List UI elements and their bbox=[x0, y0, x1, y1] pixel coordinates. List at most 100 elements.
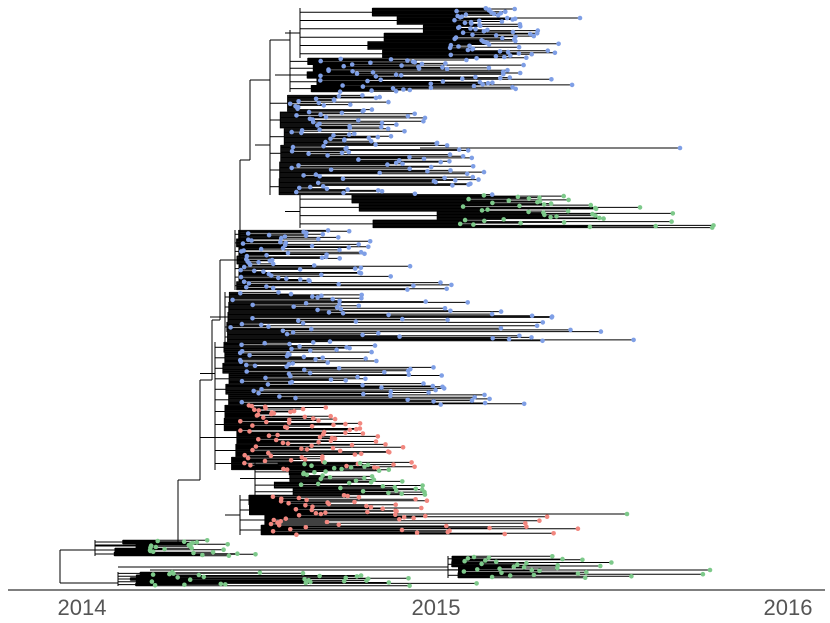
tip-marker bbox=[545, 48, 551, 53]
tip-marker bbox=[284, 276, 289, 282]
tip-marker bbox=[360, 489, 366, 494]
tip-marker bbox=[388, 57, 394, 62]
tip-marker bbox=[340, 311, 346, 316]
tip-marker bbox=[268, 453, 274, 459]
tip-marker bbox=[489, 574, 495, 580]
tip-marker bbox=[303, 580, 309, 586]
tip-marker bbox=[422, 492, 428, 497]
tip-marker bbox=[393, 512, 398, 517]
tip-marker bbox=[307, 184, 313, 190]
tip-marker bbox=[337, 448, 343, 454]
tip-marker bbox=[517, 203, 522, 209]
tip-marker bbox=[319, 255, 325, 260]
tip-marker bbox=[407, 166, 413, 172]
tip-marker bbox=[357, 426, 363, 431]
tip-marker bbox=[537, 568, 542, 574]
tip-marker bbox=[449, 282, 454, 288]
tip-marker bbox=[364, 578, 369, 583]
tip-marker bbox=[150, 549, 156, 554]
tip-marker bbox=[483, 558, 488, 563]
tip-marker bbox=[431, 365, 436, 370]
tip-marker bbox=[456, 147, 462, 152]
tip-marker bbox=[440, 65, 445, 70]
tip-marker bbox=[411, 515, 416, 521]
tip-marker bbox=[431, 399, 436, 404]
tip-marker bbox=[294, 532, 299, 537]
tip-marker bbox=[548, 201, 554, 206]
tip-marker bbox=[419, 61, 425, 67]
tip-marker bbox=[297, 267, 303, 272]
tip-marker bbox=[471, 554, 477, 560]
tip-marker bbox=[386, 99, 391, 105]
tip-marker bbox=[597, 215, 602, 221]
tip-marker bbox=[472, 395, 478, 400]
tip-marker bbox=[360, 431, 366, 436]
tip-marker bbox=[376, 468, 382, 474]
tip-marker bbox=[357, 460, 363, 466]
tip-marker bbox=[221, 547, 226, 552]
tip-marker bbox=[637, 205, 643, 210]
tip-marker bbox=[358, 270, 364, 276]
tip-marker bbox=[425, 169, 430, 174]
tip-marker bbox=[438, 280, 443, 285]
tip-marker bbox=[361, 475, 367, 481]
tip-marker bbox=[317, 434, 323, 440]
tip-marker bbox=[315, 123, 320, 128]
tip-marker bbox=[324, 519, 330, 525]
tip-marker bbox=[365, 78, 370, 84]
tip-marker bbox=[336, 281, 342, 287]
tip-marker bbox=[264, 284, 269, 289]
tip-marker bbox=[289, 165, 295, 171]
tip-marker bbox=[352, 452, 358, 457]
tip-marker bbox=[400, 445, 406, 450]
tip-marker bbox=[210, 550, 216, 555]
tip-marker bbox=[324, 186, 330, 192]
tip-marker bbox=[323, 254, 329, 260]
tip-marker bbox=[309, 507, 315, 513]
tip-marker bbox=[424, 498, 430, 504]
tip-marker bbox=[501, 217, 507, 222]
tip-marker bbox=[448, 308, 453, 314]
tip-marker bbox=[537, 195, 542, 200]
tip-marker bbox=[412, 464, 417, 470]
tip-marker bbox=[544, 514, 550, 519]
tip-marker bbox=[253, 552, 258, 557]
tip-marker bbox=[250, 302, 255, 308]
tip-marker bbox=[653, 223, 658, 229]
tip-marker bbox=[337, 301, 342, 307]
tip-marker bbox=[580, 557, 585, 563]
time-axis: 2014 2015 2016 bbox=[58, 595, 813, 620]
tip-marker bbox=[299, 130, 304, 136]
tip-marker bbox=[518, 24, 523, 29]
tip-marker bbox=[340, 176, 346, 181]
tip-marker bbox=[294, 113, 299, 118]
tip-marker bbox=[317, 573, 322, 579]
tip-marker bbox=[399, 491, 405, 497]
tip-marker bbox=[482, 400, 488, 406]
tip-marker bbox=[278, 235, 284, 241]
tip-marker bbox=[276, 290, 281, 295]
tip-marker bbox=[251, 268, 257, 274]
tip-marker bbox=[383, 442, 388, 447]
tip-marker bbox=[320, 184, 326, 189]
tip-marker bbox=[378, 77, 384, 83]
tip-marker bbox=[374, 358, 379, 364]
tip-marker bbox=[302, 414, 308, 420]
tip-marker bbox=[515, 562, 520, 567]
tip-marker bbox=[327, 475, 333, 480]
tip-marker bbox=[502, 54, 507, 60]
tip-marker bbox=[512, 6, 517, 12]
tip-marker bbox=[393, 160, 399, 166]
tip-marker bbox=[238, 274, 244, 280]
tip-marker bbox=[266, 232, 272, 238]
tip-marker bbox=[433, 387, 438, 393]
tip-marker bbox=[409, 460, 414, 465]
tip-marker bbox=[399, 527, 405, 533]
tip-marker bbox=[256, 391, 261, 396]
tip-marker bbox=[430, 383, 436, 389]
tip-marker bbox=[356, 495, 362, 500]
tip-marker bbox=[629, 574, 634, 579]
tip-marker bbox=[450, 183, 455, 188]
tip-marker bbox=[366, 135, 372, 141]
tip-marker bbox=[171, 571, 176, 576]
